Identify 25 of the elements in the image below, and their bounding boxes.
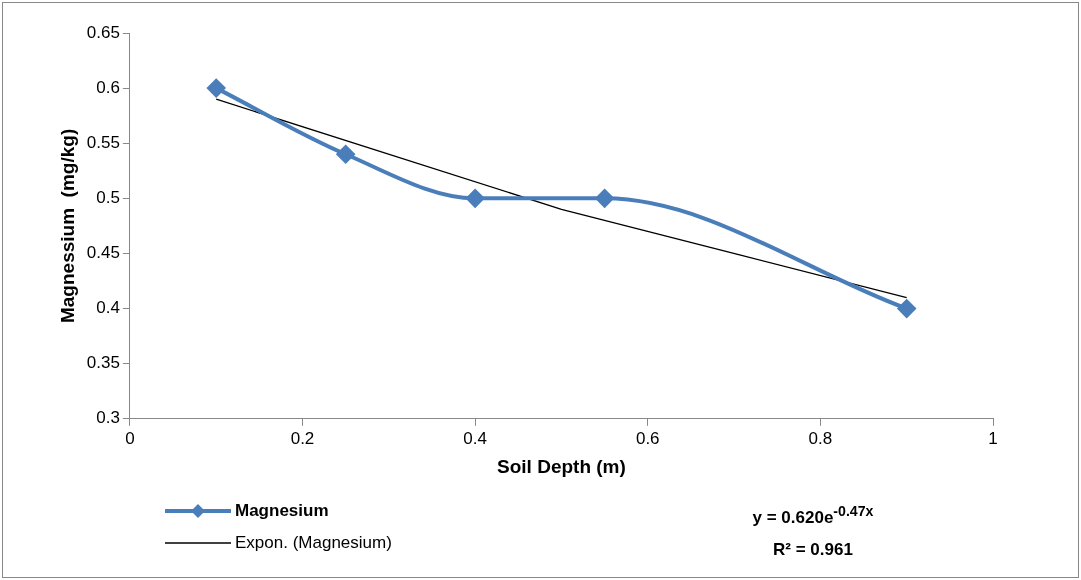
legend-label: Magnesium <box>235 501 329 521</box>
point <box>336 145 355 164</box>
y-tick-label: 0.6 <box>96 77 120 97</box>
text: y = 0.620e$^{-0.47x}$ <box>751 502 875 529</box>
text: R² = 0.961 <box>772 538 854 561</box>
x-tick-label: 0 <box>125 428 135 448</box>
y-axis-title: Magnessium (mg/kg) <box>56 128 78 324</box>
x-axis-title: Soil Depth (m) <box>497 455 626 477</box>
y-tick-label: 0.45 <box>86 243 120 263</box>
point <box>207 79 226 98</box>
y-tick-label: 0.4 <box>96 298 120 318</box>
y-tick-label: 0.3 <box>96 408 120 428</box>
x-tick-label: 0.8 <box>808 428 833 448</box>
y-tick-label: 0.65 <box>86 22 120 42</box>
y-tick-label: 0.5 <box>96 188 120 208</box>
x-tick-label: 0.6 <box>635 428 660 448</box>
point <box>466 189 485 208</box>
point <box>595 189 614 208</box>
y-tick-label: 0.55 <box>86 132 120 152</box>
x-tick-label: 0.4 <box>463 428 487 448</box>
x-tick-label: 1 <box>988 428 998 448</box>
legend-label: Expon. (Magnesium) <box>235 533 392 553</box>
x-tick-label: 0.2 <box>290 428 315 448</box>
y-tick-label: 0.35 <box>86 353 120 373</box>
point <box>897 299 916 318</box>
